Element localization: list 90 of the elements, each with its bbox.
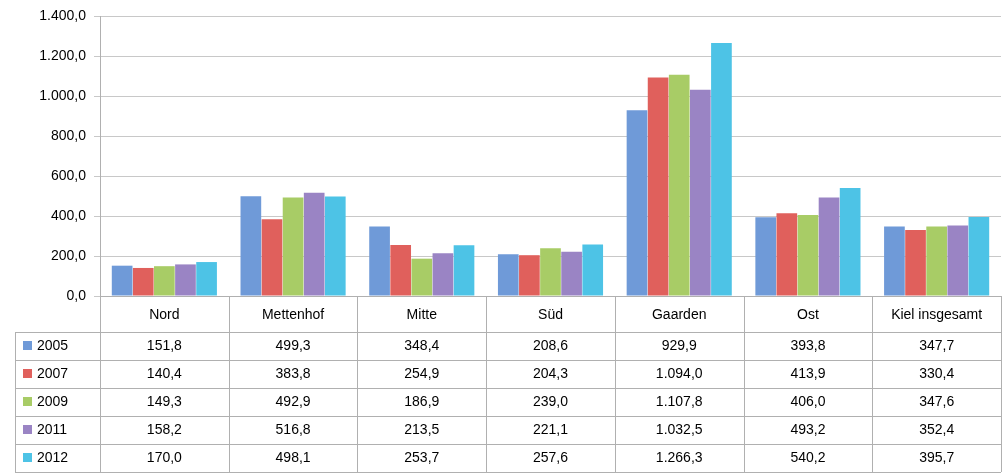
legend-label: 2009 [37,392,69,409]
data-label: 348,4 [404,336,440,353]
x-tick-label: Mettenhof [261,306,325,323]
data-label: 929,9 [661,336,697,353]
data-label: 347,7 [919,336,955,353]
legend-label: 2005 [37,336,69,353]
bar [561,251,582,296]
bar [453,245,475,296]
bar [711,43,732,296]
x-tick-label: Ost [797,306,819,323]
data-label: 330,4 [919,364,955,381]
y-tick-label: 600,0 [50,167,87,184]
data-label: 158,2 [146,420,183,437]
x-tick-label: Mitte [406,306,438,323]
legend-label: 2007 [37,364,69,381]
data-label: 186,9 [404,392,440,409]
bar [968,216,990,296]
bar [540,248,561,296]
y-tick-label: 1.200,0 [39,47,87,64]
bar [926,226,947,296]
bar [303,192,325,296]
bar [797,214,819,296]
y-tick-label: 800,0 [50,127,87,144]
data-label: 208,6 [532,336,569,353]
bar [261,219,283,296]
data-label: 493,2 [790,420,826,437]
bar [154,266,175,296]
data-label: 213,5 [404,420,440,437]
data-label: 352,4 [919,420,955,437]
bar [519,255,540,296]
y-tick-label: 1.400,0 [39,7,87,24]
bar [884,226,905,296]
data-label: 492,9 [275,392,311,409]
y-tick-label: 400,0 [50,206,87,223]
bar [282,197,304,296]
y-tick-label: 200,0 [50,246,87,263]
bar [626,110,648,296]
data-label: 395,7 [919,448,955,465]
x-tick-label: Nord [149,306,180,323]
bar [432,253,454,296]
data-label: 393,8 [790,336,826,353]
data-label: 204,3 [532,364,569,381]
bar [369,226,390,296]
data-label: 413,9 [790,364,826,381]
data-label: 1.032,5 [655,420,703,437]
data-label: 498,1 [275,448,311,465]
data-label: 239,0 [532,392,569,409]
data-label: 257,6 [532,448,569,465]
bar [689,89,711,296]
bar [582,244,604,296]
bar [111,265,133,296]
data-label: 170,0 [146,448,183,465]
data-label: 253,7 [404,448,440,465]
bar [947,225,969,296]
bar [776,213,798,296]
data-label: 383,8 [275,364,311,381]
x-tick-label: Gaarden [651,306,707,323]
data-label: 406,0 [790,392,826,409]
bar [668,74,690,296]
data-label: 516,8 [275,420,311,437]
data-label: 221,1 [532,420,569,437]
y-tick-label: 1.000,0 [39,87,87,104]
bar [839,188,861,296]
bar [905,230,926,296]
bar [324,196,346,296]
x-tick-label: Süd [538,306,563,323]
bar [132,267,154,296]
legend-label: 2012 [37,448,69,465]
bar [647,77,669,296]
bar [411,258,433,296]
data-label: 140,4 [146,364,183,381]
bar [755,217,777,296]
data-label: 254,9 [404,364,440,381]
data-label: 1.107,8 [655,392,703,409]
bar [196,262,217,296]
bar [175,264,196,296]
bar [497,254,519,296]
data-label: 540,2 [790,448,826,465]
bar [818,197,840,296]
bar [390,245,412,296]
data-label: 499,3 [275,336,311,353]
y-tick-label: 0,0 [66,286,87,303]
data-label: 149,3 [146,392,183,409]
data-label: 347,6 [919,392,955,409]
data-label: 151,8 [146,336,183,353]
x-tick-label: Kiel insgesamt [891,306,983,323]
bar [240,196,262,296]
data-label: 1.094,0 [655,364,703,381]
legend-label: 2011 [37,420,68,437]
data-label: 1.266,3 [655,448,703,465]
